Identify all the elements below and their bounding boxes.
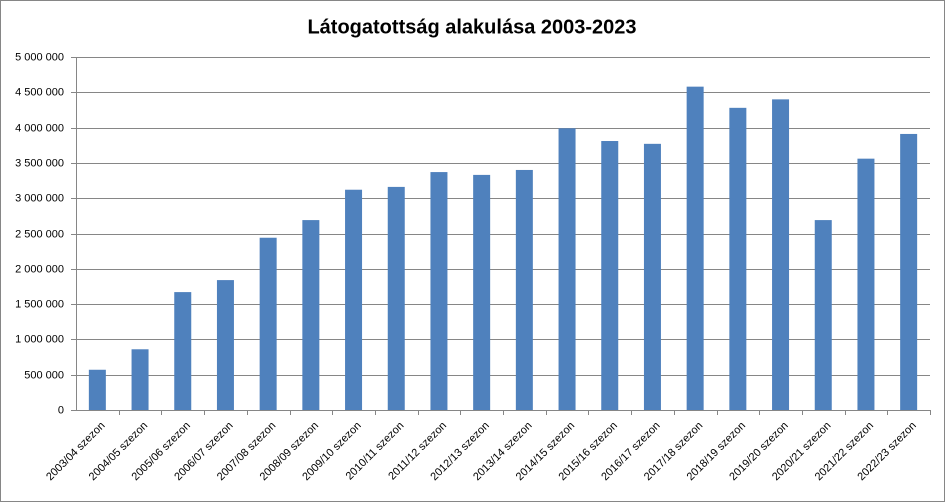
y-tick-label: 0: [58, 404, 64, 416]
bar: [729, 107, 747, 410]
bar: [900, 133, 918, 411]
chart-title: Látogatottság alakulása 2003-2023: [307, 16, 636, 38]
bar: [772, 99, 790, 411]
bar: [430, 172, 448, 410]
bar: [387, 186, 405, 410]
bar: [302, 220, 320, 410]
y-tick-label: 1 500 000: [15, 298, 64, 310]
bar: [216, 280, 234, 410]
bar: [259, 237, 277, 410]
y-tick-label: 3 000 000: [15, 192, 64, 204]
bar: [814, 220, 832, 410]
y-tick-label: 4 500 000: [15, 86, 64, 98]
bar: [686, 86, 704, 410]
bar: [558, 128, 576, 410]
y-tick-label: 3 500 000: [15, 157, 64, 169]
y-tick-label: 2 500 000: [15, 228, 64, 240]
bar: [643, 143, 661, 410]
bar: [515, 169, 533, 410]
y-tick-label: 1 000 000: [15, 333, 64, 345]
bar: [174, 292, 192, 410]
bar: [88, 369, 106, 410]
y-tick-label: 5 000 000: [15, 51, 64, 63]
bar: [473, 174, 491, 410]
bar: [131, 349, 149, 410]
bar: [857, 158, 875, 410]
y-tick-label: 500 000: [24, 369, 64, 381]
y-tick-label: 2 000 000: [15, 263, 64, 275]
y-tick-label: 4 000 000: [15, 122, 64, 134]
bar: [345, 189, 363, 410]
bar: [601, 141, 619, 410]
